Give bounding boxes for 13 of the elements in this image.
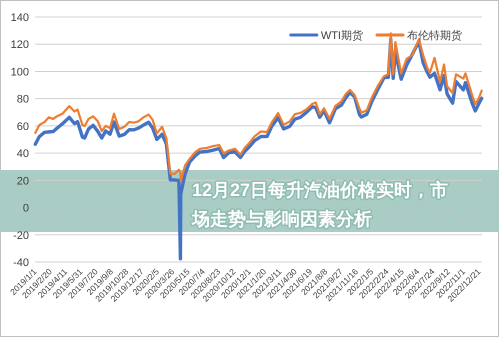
y-tick-label: 80: [16, 94, 29, 106]
y-tick-label: 20: [16, 175, 29, 188]
y-tick-label: 140: [10, 12, 29, 24]
y-tick-label: 60: [16, 120, 29, 133]
y-tick-label: 0: [22, 202, 29, 215]
y-tick-label: 120: [10, 39, 29, 52]
y-tick-label: -20: [13, 230, 29, 242]
text: 12月27日每升汽油价格实时，市场走势与影响因素分析: [191, 180, 448, 229]
legend-label: 布伦特期货: [407, 30, 462, 42]
legend-label: WTI期货: [320, 30, 363, 42]
y-tick-label: 40: [16, 148, 29, 160]
y-tick-label: -40: [13, 257, 29, 269]
y-tick-label: 100: [10, 66, 29, 78]
